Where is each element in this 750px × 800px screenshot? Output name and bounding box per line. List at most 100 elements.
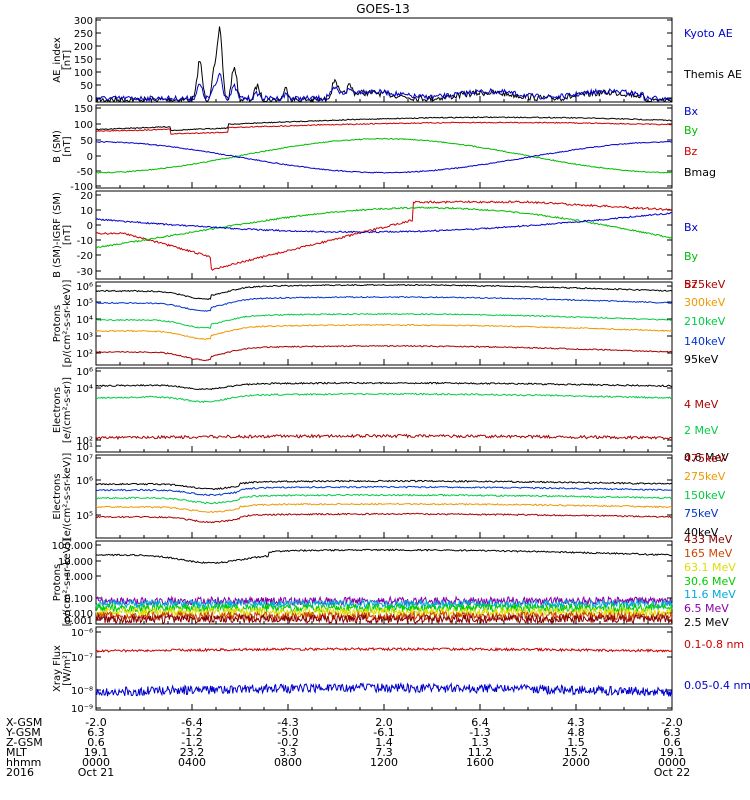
legend-entry: 575keV [684, 278, 726, 291]
legend-entry: 140keV [684, 335, 726, 348]
series-line-proton-1 [96, 295, 673, 312]
legend-entry: 150keV [684, 489, 726, 502]
series-line-2-5-upper [95, 548, 673, 565]
y-tick-label: 10⁻⁸ [71, 686, 93, 697]
legend-entry: 11.6 MeV [684, 588, 736, 601]
legend-entry: 0.6 MeV [684, 451, 729, 464]
y-tick-label: 250 [74, 29, 93, 40]
panel-4: 10⁶ 10⁵ 10⁴ 10³ 10² Protons [p/(cm²-s-sr-keV)]… [52, 278, 726, 367]
series-line-e-0-6 [95, 381, 673, 391]
bottom-axis-value: 15.2 [564, 746, 589, 759]
y-axis-label: AE_index [52, 37, 63, 83]
bottom-axis-value: -1.2 [181, 726, 202, 739]
bottom-axis-value: 19.1 [660, 746, 685, 759]
y-tick-label: 10⁶ [76, 476, 93, 487]
series-line-ekev-4 [95, 512, 673, 524]
series-line-ekev-2 [95, 493, 673, 505]
y-tick-label: 10⁵ [76, 511, 93, 522]
bottom-axis-value: 0.6 [663, 736, 681, 749]
series-line-by [95, 206, 673, 249]
series-line-proton-3 [95, 323, 673, 340]
bottom-axis-value: 0000 [658, 756, 686, 769]
series-line-bz [95, 121, 673, 135]
y-axis-label: B (SM)-IGRF (SM) [52, 192, 63, 278]
bottom-axis-value: Oct 22 [654, 766, 691, 779]
bottom-axis-value: 1.5 [567, 736, 585, 749]
bottom-axis-value: 7.3 [375, 746, 393, 759]
series-line-0-05-0-4 [95, 681, 673, 697]
bottom-axis-value: 2.0 [375, 716, 393, 729]
bottom-axis-value: -2.0 [85, 716, 106, 729]
legend-entry: 40keV [684, 526, 719, 539]
bottom-axis-value: 6.4 [471, 716, 489, 729]
series-line-bx [95, 140, 673, 174]
series-line-433 [95, 613, 673, 625]
y-tick-label: 10⁷ [76, 454, 93, 465]
y-tick-label: -30 [77, 267, 93, 278]
y-tick-label: 10² [76, 349, 93, 360]
bottom-axis-value: -1.3 [469, 726, 490, 739]
series-line-bx [95, 211, 673, 234]
y-axis-label: Electrons [52, 387, 63, 433]
bottom-axis-value: -5.0 [277, 726, 298, 739]
legend-entry: 4 MeV [684, 398, 719, 411]
bottom-axis-value: -2.0 [661, 716, 682, 729]
y-tick-label: 10⁵ [76, 298, 93, 309]
legend-entry: Bx [684, 105, 699, 118]
bottom-row-label: MLT [6, 746, 27, 759]
y-tick-label: 50 [80, 81, 93, 92]
bottom-axis-value: -6.4 [181, 716, 202, 729]
panel-frame [95, 104, 673, 189]
y-tick-label: 10⁶ [76, 367, 93, 378]
y-tick-label: 100.000 [52, 541, 93, 552]
series-line-e-4 [95, 433, 673, 441]
legend-entry: 433 MeV [684, 533, 733, 546]
bottom-axis-value: 6.3 [87, 726, 105, 739]
series-line-11-6 [95, 598, 673, 610]
series-line-e-2 [95, 392, 673, 404]
y-tick-label: 50 [80, 136, 93, 147]
chart-title: GOES-13 [356, 2, 410, 16]
bottom-axis-value: 1200 [370, 756, 398, 769]
y-tick-label: 10⁶ [76, 282, 93, 293]
y-tick-label: 200 [74, 42, 93, 53]
panel-2: 150 100 50 0 -50 -100 B (SM) [nT] Bx By Bz Bmag [52, 104, 716, 193]
legend-entry: 275keV [684, 470, 726, 483]
y-tick-label: 0 [87, 221, 93, 232]
bottom-axis-value: 1.3 [471, 736, 489, 749]
series-line-kyoto-ae [95, 72, 673, 103]
bottom-axis-value: Oct 21 [78, 766, 115, 779]
bottom-axis-value: 0000 [82, 756, 110, 769]
legend-entry: By [684, 124, 699, 137]
y-tick-label: 10 [80, 206, 93, 217]
y-tick-label: 0.010 [64, 609, 93, 620]
y-axis-label: [p/(cm²-s-sr-keV)] [62, 539, 73, 627]
panel-frame [95, 367, 673, 453]
y-tick-label: 150 [74, 104, 93, 115]
y-axis-label: [p/(cm²-s-sr-keV)] [62, 280, 73, 368]
bottom-row-label: Z-GSM [6, 736, 43, 749]
legend-entry: 63.1 MeV [684, 561, 736, 574]
bottom-row-label: 2016 [6, 766, 34, 779]
y-tick-label: 300 [74, 16, 93, 27]
bottom-axis-table: X-GSMY-GSMZ-GSMMLThhmm2016-2.06.30.619.1… [5, 716, 690, 779]
y-tick-label: 10⁻⁷ [71, 653, 93, 664]
y-axis-label: [e/(cm²-s-sr)] [62, 377, 73, 443]
legend-entry: 300keV [684, 296, 726, 309]
bottom-axis-value: 0800 [274, 756, 302, 769]
y-tick-label: 20 [80, 191, 93, 202]
y-tick-label: 10² [76, 436, 93, 447]
y-tick-label: 1.000 [64, 572, 93, 583]
bottom-axis-value: -1.2 [181, 736, 202, 749]
y-tick-label: 0.100 [64, 594, 93, 605]
panel-frame [95, 626, 673, 711]
y-tick-label: 0.001 [64, 616, 93, 627]
bottom-axis-value: 2000 [562, 756, 590, 769]
panel-1: 300 250 200 150 100 50 0 AE_index [nT] Kyoto AE Th… [52, 16, 742, 105]
y-tick-label: -50 [77, 167, 93, 178]
bottom-axis-value: 11.2 [468, 746, 493, 759]
y-axis-label: Protons [52, 305, 63, 342]
